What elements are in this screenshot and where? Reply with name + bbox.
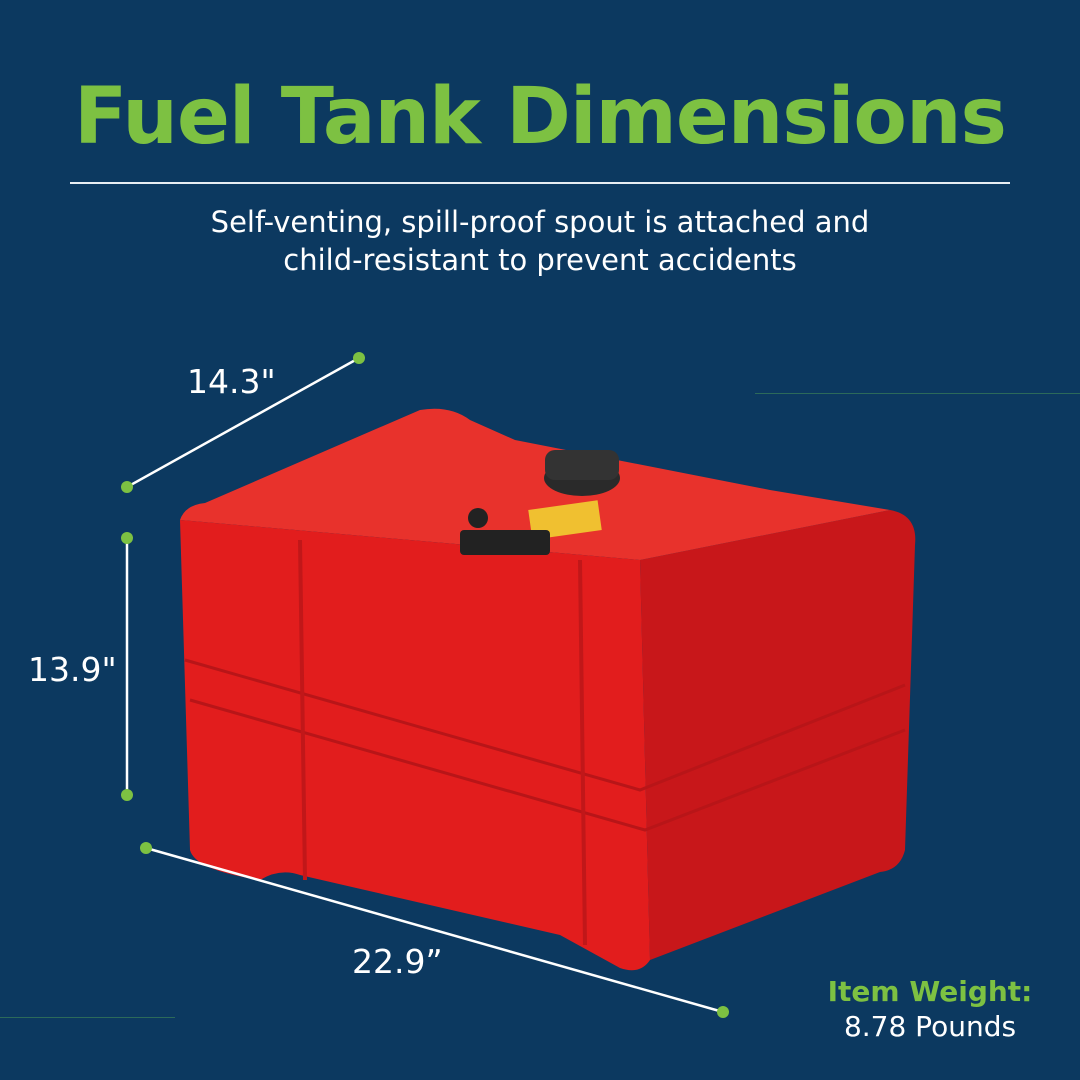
length-label: 22.9” [352,942,443,981]
depth-dimension-line [121,352,365,493]
spout-cap-top [545,450,619,480]
tank-ridge [189,698,906,832]
decorative-line [755,393,1080,394]
tank-top [180,408,890,560]
vent-fitting [460,530,550,555]
weight-value: 8.78 Pounds [843,1010,1017,1043]
title-divider [70,182,1010,184]
depth-label: 14.3" [187,362,276,401]
tank-ridge [184,658,906,792]
subtitle: Self-venting, spill-proof spout is attac… [0,203,1080,279]
weight-label: Item Weight: [827,975,1033,1008]
tank-ridge [298,539,587,946]
vent-knob [468,508,488,528]
warning-label [528,500,602,540]
height-dimension-line [121,532,133,801]
subtitle-line-1: Self-venting, spill-proof spout is attac… [210,205,870,239]
tank-front [180,520,650,971]
decorative-line [0,1017,175,1018]
subtitle-line-2: child-resistant to prevent accidents [283,243,797,277]
height-label: 13.9" [28,650,117,689]
page-title: Fuel Tank Dimensions [74,72,1007,162]
length-dimension-line [140,842,729,1018]
